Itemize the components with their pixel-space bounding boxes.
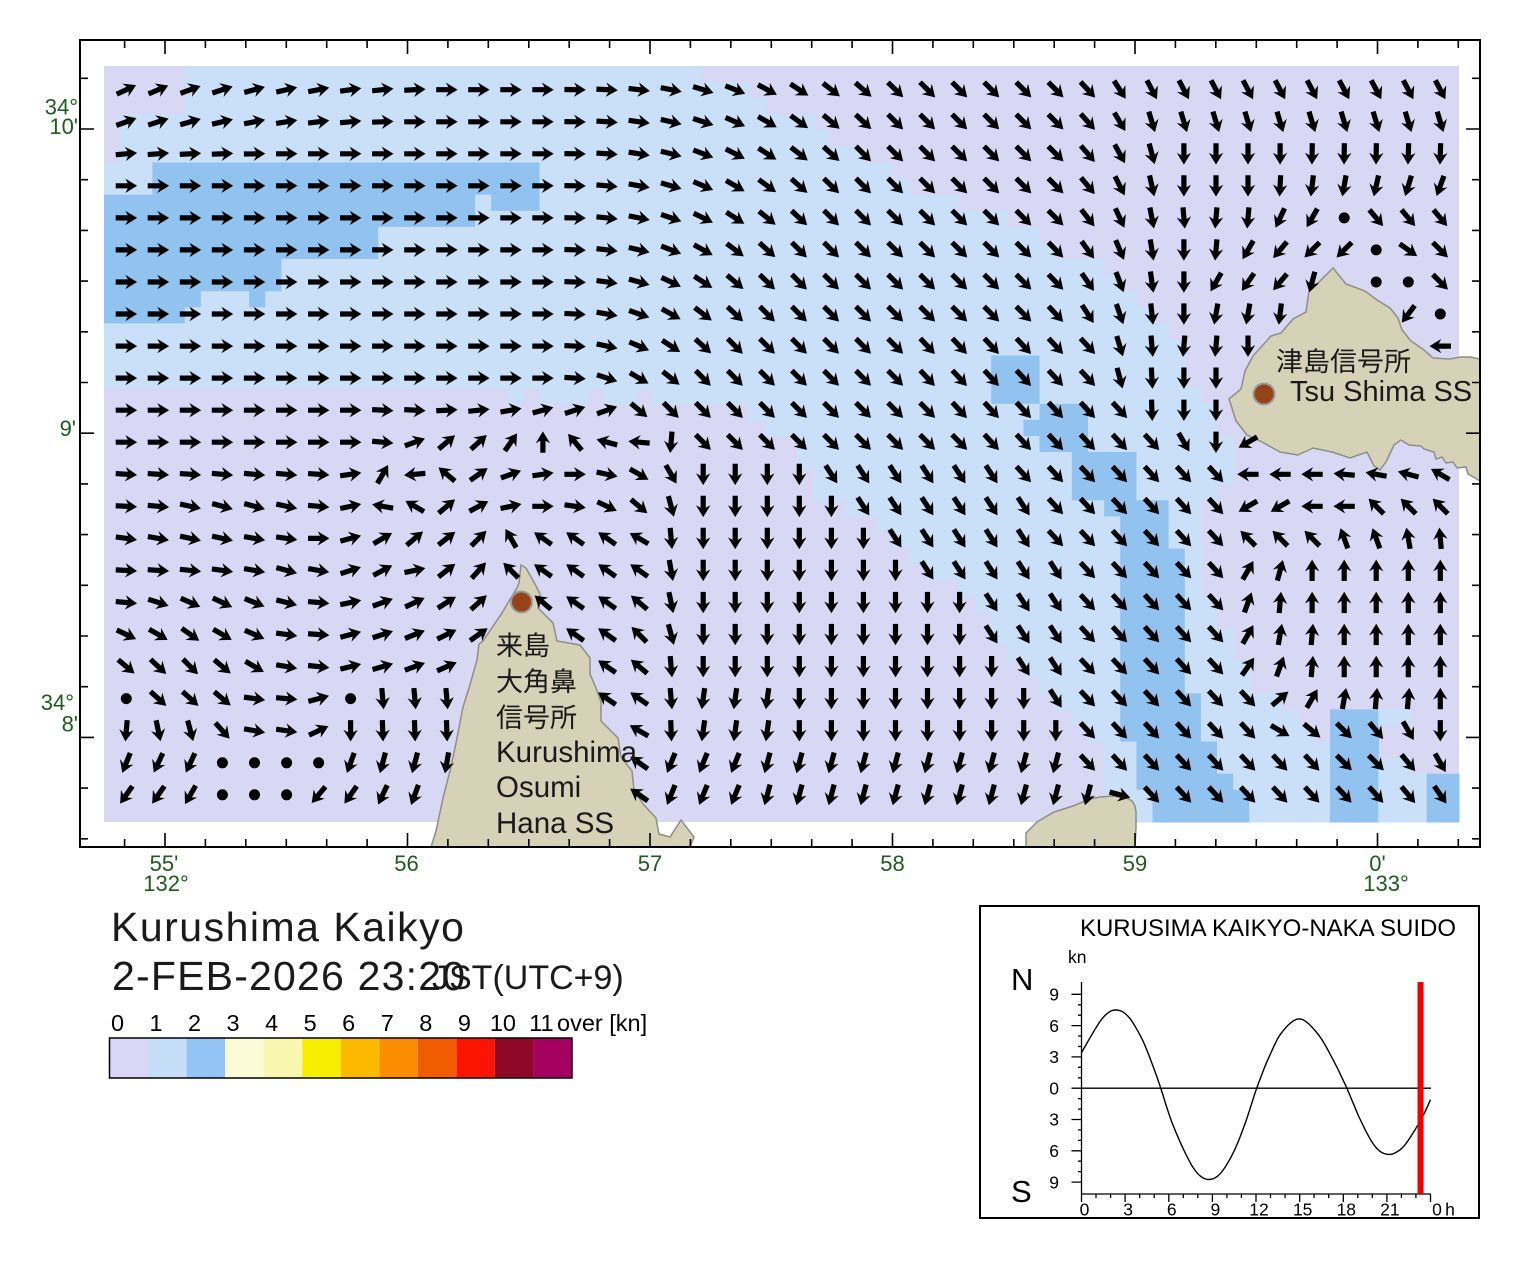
svg-text:kn: kn (1068, 947, 1086, 967)
svg-text:21: 21 (1380, 1200, 1399, 1220)
svg-text:6: 6 (1167, 1200, 1177, 1220)
svg-text:0: 0 (111, 1010, 124, 1036)
svg-text:133°: 133° (1363, 871, 1409, 896)
svg-text:0: 0 (1049, 1078, 1059, 1098)
svg-text:9: 9 (458, 1010, 471, 1036)
svg-text:N: N (1011, 962, 1033, 997)
svg-text:132°: 132° (143, 871, 189, 896)
svg-text:6: 6 (1049, 1016, 1059, 1036)
svg-text:3: 3 (1049, 1047, 1059, 1067)
svg-text:JST(UTC+9): JST(UTC+9) (432, 959, 624, 997)
svg-text:8': 8' (62, 712, 78, 737)
svg-text:9: 9 (1049, 985, 1059, 1005)
svg-text:S: S (1011, 1174, 1032, 1209)
svg-text:Kurushima: Kurushima (496, 736, 638, 769)
svg-text:2-FEB-2026 23:20: 2-FEB-2026 23:20 (112, 953, 466, 999)
svg-text:Kurushima Kaikyo: Kurushima Kaikyo (111, 904, 465, 950)
svg-text:h: h (1445, 1200, 1455, 1220)
svg-text:3: 3 (1049, 1110, 1059, 1130)
svg-text:57: 57 (638, 851, 662, 876)
svg-text:KURUSIMA KAIKYO-NAKA SUIDO: KURUSIMA KAIKYO-NAKA SUIDO (1080, 915, 1456, 942)
svg-text:0: 0 (1432, 1200, 1442, 1220)
svg-text:3: 3 (1123, 1200, 1133, 1220)
svg-text:11: 11 (529, 1010, 553, 1036)
svg-text:1: 1 (149, 1010, 162, 1036)
svg-text:6: 6 (1049, 1141, 1059, 1161)
svg-text:55': 55' (150, 851, 179, 876)
svg-text:34°: 34° (45, 95, 78, 120)
svg-text:10': 10' (49, 114, 78, 139)
svg-text:18: 18 (1337, 1200, 1356, 1220)
svg-text:3: 3 (227, 1010, 240, 1036)
svg-text:Osumi: Osumi (496, 771, 581, 804)
svg-text:56: 56 (394, 851, 418, 876)
svg-text:59: 59 (1123, 851, 1147, 876)
svg-text:2: 2 (188, 1010, 201, 1036)
svg-text:6: 6 (342, 1010, 355, 1036)
svg-text:15: 15 (1293, 1200, 1312, 1220)
svg-text:34°: 34° (41, 690, 74, 715)
svg-text:0: 0 (1080, 1200, 1090, 1220)
svg-text:9': 9' (60, 416, 76, 441)
svg-text:9: 9 (1049, 1172, 1059, 1192)
svg-text:8: 8 (419, 1010, 432, 1036)
svg-text:over [kn]: over [kn] (557, 1010, 647, 1036)
svg-text:9: 9 (1211, 1200, 1221, 1220)
svg-text:Hana SS: Hana SS (496, 807, 614, 840)
svg-text:58: 58 (880, 851, 904, 876)
svg-text:5: 5 (304, 1010, 317, 1036)
svg-text:4: 4 (265, 1010, 278, 1036)
svg-text:7: 7 (381, 1010, 394, 1036)
svg-text:10: 10 (490, 1010, 516, 1036)
svg-text:0': 0' (1369, 851, 1385, 876)
svg-text:Tsu Shima SS: Tsu Shima SS (1290, 376, 1472, 408)
svg-text:12: 12 (1249, 1200, 1268, 1220)
